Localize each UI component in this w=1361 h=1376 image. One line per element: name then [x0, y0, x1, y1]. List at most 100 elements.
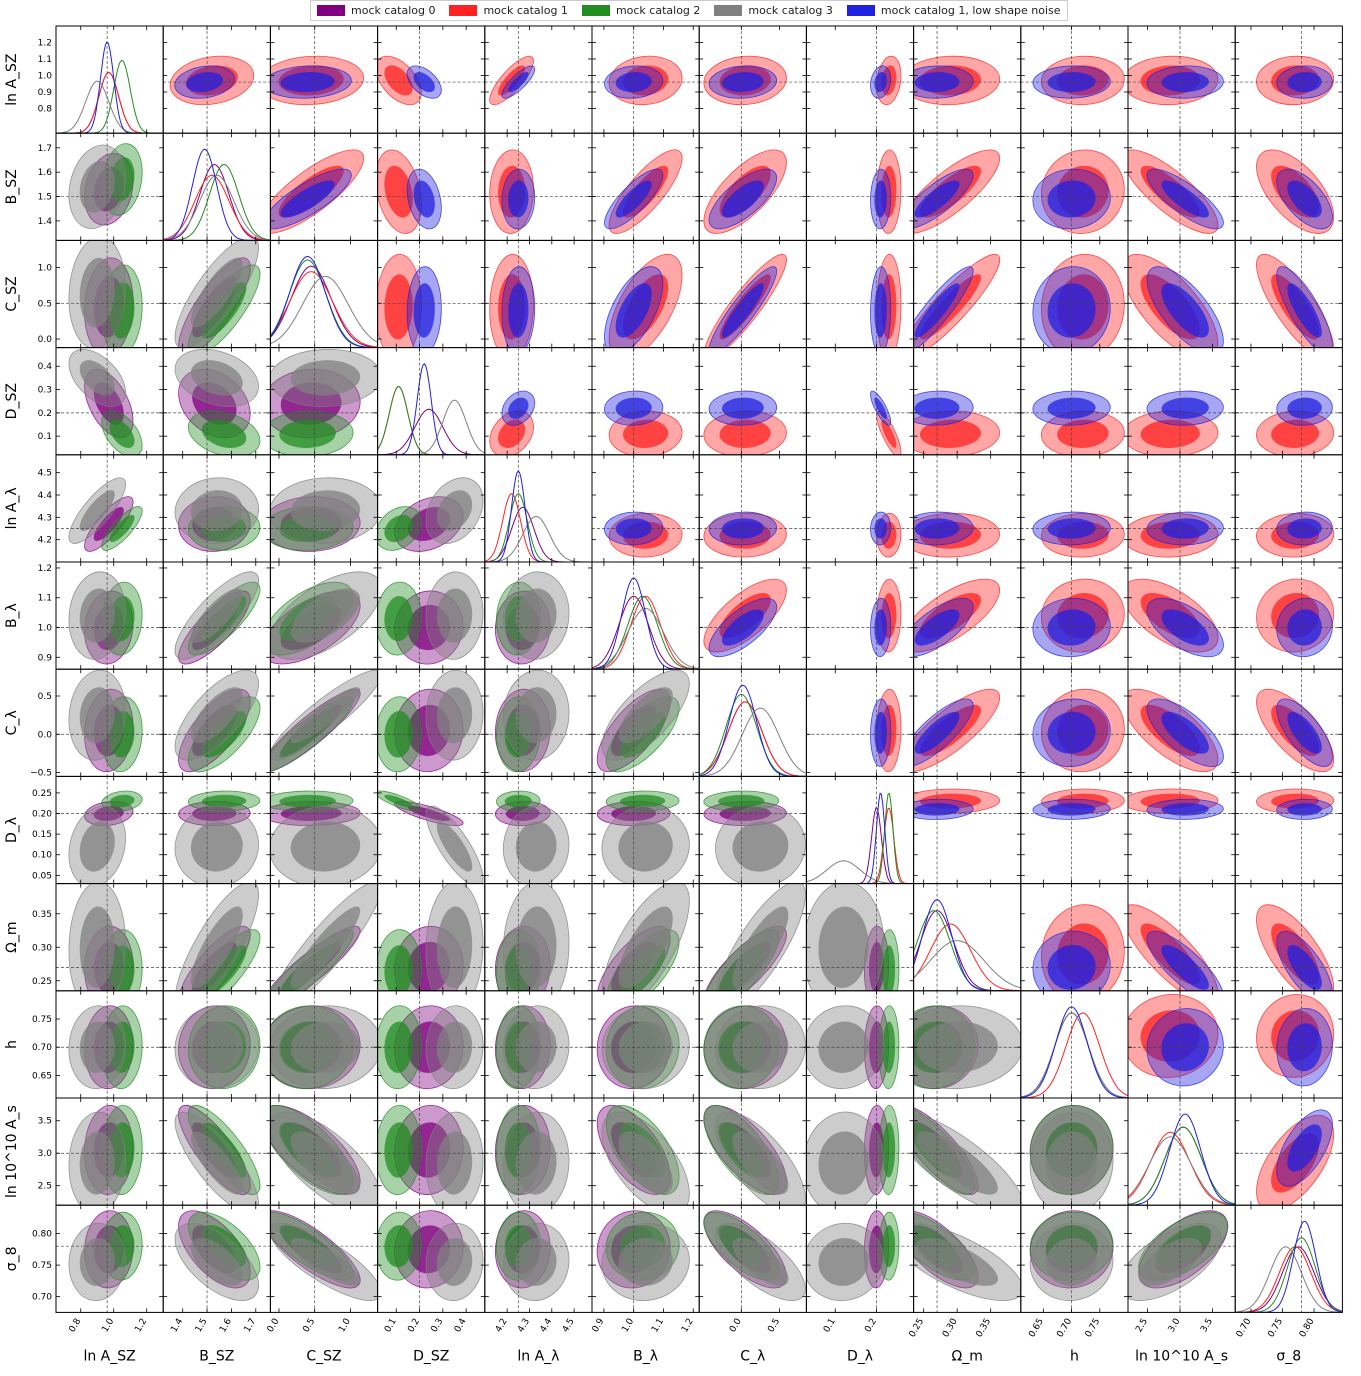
contour68-lnASZ-lnAs-series-3	[79, 1131, 115, 1195]
y-tick-label-Bl-2: 1.1	[38, 594, 52, 604]
contour68-lnASZ-Cl-series-3	[79, 687, 115, 744]
contour68-DSZ-Dl-series-2	[384, 794, 413, 808]
y-tick-label-lnASZ-1: 0.9	[38, 88, 53, 98]
x-tick-label-DSZ-3: 0.4	[453, 1317, 469, 1335]
x-tick-label-h-2: 0.75	[1084, 1317, 1103, 1339]
marginal-h-series-4	[1020, 1006, 1128, 1098]
panel-Om-Cl	[913, 668, 1022, 777]
contour68-lnAs-Dl-series-4	[1161, 803, 1209, 816]
y-tick-label-s8-1: 0.75	[32, 1261, 52, 1271]
contour68-h-Cl-series-4	[1047, 711, 1096, 754]
contour68-Cl-lnAl-series-4	[721, 518, 764, 539]
contour68-lnAs-s8-series-3	[1138, 1237, 1202, 1286]
y-tick-label-Bl-3: 1.2	[38, 564, 52, 574]
panel-Dl-lnAl	[805, 454, 915, 563]
contour68-Dl-DSZ-series-4	[874, 397, 887, 419]
panel-lnASZ-DSZ	[55, 347, 164, 456]
panel-lnASZ-Dl	[55, 775, 164, 885]
contour68-lnAs-CSZ-series-4	[1161, 283, 1209, 338]
y-tick-label-CSZ-0: 0.0	[38, 335, 53, 345]
marginal-h-series-0	[1020, 1012, 1128, 1098]
y-tick-label-Cl-2: 0.5	[38, 692, 52, 702]
panel-CSZ-lnAs	[269, 1097, 379, 1206]
y-tick-label-h-0: 0.65	[32, 1071, 52, 1081]
panel-BSZ-Cl	[162, 668, 271, 777]
y-tick-label-s8-0: 0.70	[32, 1293, 52, 1303]
contour68-DSZ-lnAl-series-3	[436, 490, 473, 532]
contour68-CSZ-Cl-series-3	[290, 687, 361, 744]
marginal-lnAs-series-2	[1128, 1126, 1236, 1205]
contour68-lnAl-s8-series-3	[515, 1237, 557, 1286]
marginal-Om-series-3	[913, 940, 1021, 989]
contour68-BSZ-DSZ-series-2	[201, 419, 247, 448]
panel-Bl-DSZ	[591, 347, 700, 456]
contour68-h-DSZ-series-1	[1057, 419, 1109, 448]
contour68-Dl-Om-series-3	[818, 906, 869, 988]
contour68-s8-lnAl-series-4	[1287, 518, 1322, 539]
panel-Bl-lnASZ	[591, 25, 700, 134]
panel-h-lnAl	[1020, 454, 1129, 563]
contour68-DSZ-Dl-series-3	[436, 821, 473, 872]
panel-Cl-Om	[698, 883, 807, 992]
contour68-h-lnAs-series-3	[1045, 1131, 1098, 1195]
panel-lnASZ-Cl	[55, 668, 164, 777]
panel-Om-s8	[913, 1204, 1022, 1313]
contour68-Bl-Cl-series-3	[618, 687, 673, 744]
x-tick-label-lnASZ-1: 1.0	[100, 1317, 116, 1335]
contour68-lnAs-Cl-series-4	[1161, 711, 1209, 754]
x-tick-label-CSZ-2: 1.0	[337, 1317, 353, 1335]
panel-CSZ-DSZ	[269, 347, 379, 456]
marginal-s8-series-2	[1235, 1237, 1343, 1313]
y-tick-label-Bl-0: 0.9	[38, 653, 53, 663]
contour68-DSZ-BSZ-series-4	[413, 180, 435, 218]
panel-BSZ-lnAs	[162, 1097, 271, 1206]
contour68-DSZ-s8-series-3	[436, 1237, 473, 1286]
legend-label-2: mock catalog 2	[615, 4, 701, 17]
panel-Om-CSZ	[913, 239, 1022, 349]
panel-lnASZ-Om	[55, 883, 164, 992]
x-tick-label-lnAl-2: 4.4	[539, 1317, 555, 1335]
y-tick-label-lnASZ-2: 1.0	[38, 71, 53, 81]
x-tick-label-s8-0: 0.70	[1235, 1317, 1254, 1340]
legend-swatch-3	[714, 5, 743, 16]
marginal-lnAs-series-3	[1128, 1136, 1236, 1206]
panel-CSZ-Cl	[269, 668, 379, 777]
x-tick-label-lnASZ-0: 0.8	[68, 1317, 84, 1335]
legend-swatch-1	[449, 5, 478, 16]
panel-DSZ-Cl	[377, 668, 486, 777]
contour68-Bl-s8-series-3	[618, 1237, 673, 1286]
contour68-Cl-DSZ-series-1	[719, 419, 771, 448]
panel-lnAs-BSZ	[1127, 132, 1236, 241]
panel-CSZ-Bl	[269, 561, 379, 670]
x-axis-label-Bl: B_λ	[633, 1348, 658, 1364]
contour68-s8-BSZ-series-4	[1287, 180, 1322, 218]
panel-Om-Bl	[913, 561, 1022, 670]
contour68-lnAl-Bl-series-3	[515, 588, 557, 643]
contour68-CSZ-Om-series-3	[290, 906, 361, 988]
panel-Cl-DSZ	[698, 347, 807, 456]
contour68-Cl-lnAs-series-3	[732, 1131, 789, 1195]
y-tick-label-lnAl-3: 4.5	[38, 469, 52, 479]
contour68-Dl-s8-series-0	[868, 1225, 885, 1274]
y-tick-label-DSZ-0: 0.1	[38, 432, 52, 442]
contour68-Cl-lnASZ-series-4	[721, 72, 764, 93]
panel-lnASZ-BSZ	[55, 132, 164, 241]
x-axis-label-DSZ: D_SZ	[413, 1348, 449, 1364]
marginal-DSZ-series-4	[377, 363, 485, 455]
contour68-s8-DSZ-series-4	[1287, 397, 1322, 419]
panel-Dl-h	[805, 990, 915, 1099]
panel-lnASZ-h	[55, 990, 164, 1099]
marginal-lnAl-series-3	[484, 516, 592, 562]
contour68-lnASZ-Bl-series-3	[79, 588, 115, 643]
contour68-CSZ-Bl-series-3	[290, 588, 361, 643]
contour68-lnASZ-Dl-series-2	[109, 794, 135, 808]
panel-DSZ-s8	[377, 1204, 486, 1313]
x-tick-label-DSZ-2: 0.3	[430, 1317, 446, 1334]
panel-lnASZ-lnAl	[55, 454, 164, 563]
y-tick-label-Om-2: 0.35	[32, 910, 52, 920]
contour68-BSZ-CSZ-series-2	[201, 282, 247, 339]
y-axis-label-Cl: C_λ	[4, 710, 20, 735]
marginal-lnASZ-series-4	[56, 41, 164, 134]
contour68-s8-Cl-series-4	[1287, 711, 1322, 754]
panel-CSZ-CSZ	[269, 239, 379, 349]
